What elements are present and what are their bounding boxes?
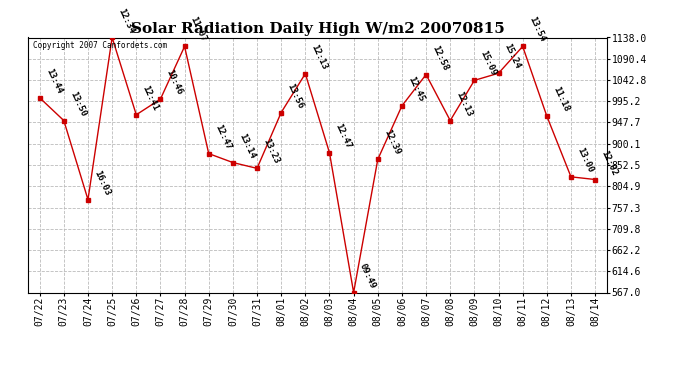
Text: 12:02: 12:02 [600, 148, 619, 177]
Text: 12:47: 12:47 [213, 123, 233, 151]
Text: 12:58: 12:58 [431, 44, 450, 72]
Text: 12:34: 12:34 [117, 6, 136, 35]
Text: 13:14: 13:14 [237, 132, 257, 160]
Text: 12:45: 12:45 [406, 75, 426, 103]
Text: 11:18: 11:18 [551, 85, 571, 113]
Text: 13:56: 13:56 [286, 82, 305, 110]
Text: 15:09: 15:09 [479, 50, 498, 78]
Text: 16:03: 16:03 [92, 169, 112, 197]
Text: 12:13: 12:13 [310, 43, 329, 71]
Text: 10:46: 10:46 [165, 68, 184, 96]
Text: 11:07: 11:07 [189, 15, 208, 44]
Text: 09:49: 09:49 [358, 261, 377, 290]
Text: 13:54: 13:54 [527, 15, 546, 44]
Text: 13:44: 13:44 [44, 67, 63, 95]
Text: 12:41: 12:41 [141, 84, 160, 112]
Title: Solar Radiation Daily High W/m2 20070815: Solar Radiation Daily High W/m2 20070815 [130, 22, 504, 36]
Text: 15:24: 15:24 [503, 42, 522, 70]
Text: 13:50: 13:50 [68, 90, 88, 118]
Text: 12:39: 12:39 [382, 129, 402, 157]
Text: 12:47: 12:47 [334, 122, 353, 150]
Text: 13:23: 13:23 [262, 137, 281, 166]
Text: Copyright 2007 Canfordets.com: Copyright 2007 Canfordets.com [33, 41, 168, 50]
Text: 13:00: 13:00 [575, 146, 595, 174]
Text: 12:13: 12:13 [455, 90, 474, 118]
